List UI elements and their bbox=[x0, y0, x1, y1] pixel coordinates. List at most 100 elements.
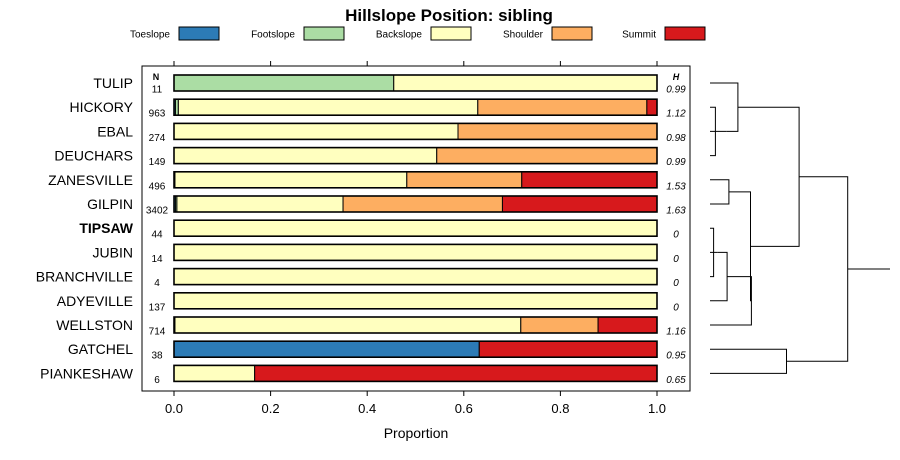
n-value-branchville: 4 bbox=[154, 278, 160, 289]
h-value-gatchel: 0.95 bbox=[666, 351, 686, 362]
h-value-branchville: 0 bbox=[673, 278, 679, 289]
legend-label-toeslope: Toeslope bbox=[130, 30, 170, 41]
bar-outline-piankeshaw bbox=[173, 364, 658, 383]
bar-tulip-footslope bbox=[173, 74, 395, 92]
bar-outline-tipsaw bbox=[173, 219, 658, 237]
bars-group bbox=[173, 74, 658, 383]
legend-swatch-footslope bbox=[303, 26, 345, 41]
row-label-hickory: HICKORY bbox=[69, 99, 133, 115]
n-value-hickory: 963 bbox=[149, 109, 166, 120]
n-value-tipsaw: 44 bbox=[151, 230, 163, 241]
n-value-ebal: 274 bbox=[149, 133, 166, 144]
bar-wellston-backslope bbox=[174, 316, 522, 334]
h-column-header: H bbox=[673, 72, 680, 82]
bar-zanesville-summit bbox=[521, 171, 658, 189]
dendrogram-link-10 bbox=[737, 106, 800, 247]
row-label-tulip: TULIP bbox=[93, 75, 133, 91]
n-value-tulip: 11 bbox=[152, 85, 163, 96]
bar-ebal-shoulder bbox=[457, 122, 658, 140]
legend-swatch-backslope bbox=[430, 26, 472, 41]
x-axis-label: Proportion bbox=[384, 425, 449, 441]
bar-gilpin-summit bbox=[501, 195, 658, 213]
plot-frame bbox=[141, 65, 691, 392]
row-label-jubin: JUBIN bbox=[93, 244, 133, 260]
bar-outline-tulip bbox=[173, 74, 658, 92]
bar-outline-adyeville bbox=[173, 291, 658, 310]
row-label-piankeshaw: PIANKESHAW bbox=[40, 365, 134, 381]
h-value-tulip: 0.99 bbox=[666, 85, 686, 96]
bar-outline-jubin bbox=[173, 243, 658, 262]
h-value-zanesville: 1.53 bbox=[666, 181, 686, 192]
n-value-jubin: 14 bbox=[151, 254, 163, 265]
n-value-adyeville: 137 bbox=[149, 302, 166, 313]
legend-label-summit: Summit bbox=[622, 30, 656, 41]
bar-gilpin-shoulder bbox=[342, 195, 503, 213]
n-value-zanesville: 496 bbox=[149, 181, 166, 192]
bar-gilpin-backslope bbox=[176, 195, 344, 213]
h-value-wellston: 1.16 bbox=[666, 327, 686, 338]
dendrogram bbox=[710, 82, 890, 374]
row-label-tipsaw: TIPSAW bbox=[79, 220, 133, 236]
n-column-header: N bbox=[153, 72, 160, 82]
entropy-column: H 0.99 1.12 0.98 0.99 1.53 1.63 0 0 0 0 1.16 0.95 0.… bbox=[666, 72, 686, 386]
x-tick-label-0-6: 0.6 bbox=[455, 401, 473, 416]
bar-ebal-backslope bbox=[173, 122, 459, 140]
bar-deuchars-shoulder bbox=[436, 147, 658, 165]
legend-swatch-toeslope bbox=[178, 26, 220, 41]
bar-outline-deuchars bbox=[173, 146, 658, 165]
dendrogram-link-7 bbox=[710, 348, 787, 374]
legend: Toeslope Footslope Backslope Shoulder Summit bbox=[130, 26, 706, 41]
n-value-gatchel: 38 bbox=[151, 351, 163, 362]
bar-outline-gilpin bbox=[173, 195, 658, 213]
row-label-branchville: BRANCHVILLE bbox=[36, 269, 133, 285]
bar-deuchars-backslope bbox=[173, 147, 438, 165]
h-value-deuchars: 0.99 bbox=[666, 157, 686, 168]
row-label-gatchel: GATCHEL bbox=[68, 341, 133, 357]
bar-piankeshaw-backslope bbox=[173, 364, 256, 382]
bar-outline-ebal bbox=[173, 122, 658, 141]
bar-outline-hickory bbox=[173, 98, 658, 116]
h-value-tipsaw: 0 bbox=[673, 230, 679, 241]
bar-zanesville-backslope bbox=[174, 171, 408, 189]
bar-adyeville-backslope bbox=[173, 292, 658, 310]
legend-swatch-shoulder bbox=[551, 26, 593, 41]
row-label-zanesville: ZANESVILLE bbox=[48, 172, 133, 188]
bar-hickory-shoulder bbox=[477, 98, 648, 116]
bar-outline-zanesville bbox=[173, 171, 658, 189]
bar-wellston-summit bbox=[597, 316, 658, 334]
chart-title: Hillslope Position: sibling bbox=[345, 6, 553, 25]
x-tick-label-1-0: 1.0 bbox=[648, 401, 666, 416]
n-value-piankeshaw: 6 bbox=[154, 375, 160, 386]
bar-hickory-backslope bbox=[177, 98, 479, 116]
row-labels: TULIP HICKORY EBAL DEUCHARS ZANESVILLE GILPIN… bbox=[36, 75, 134, 381]
legend-label-backslope: Backslope bbox=[376, 30, 423, 41]
row-label-deuchars: DEUCHARS bbox=[54, 148, 133, 164]
bar-gatchel-summit bbox=[478, 340, 658, 358]
x-tick-label-0-2: 0.2 bbox=[262, 401, 280, 416]
dendrogram-link-11 bbox=[786, 176, 849, 362]
n-value-wellston: 714 bbox=[149, 327, 166, 338]
bar-gatchel-toeslope bbox=[173, 340, 480, 358]
dendrogram-link-5 bbox=[710, 179, 730, 205]
x-tick-label-0-0: 0.0 bbox=[165, 401, 183, 416]
bar-piankeshaw-summit bbox=[254, 364, 658, 382]
bar-zanesville-shoulder bbox=[406, 171, 523, 189]
sample-size-column: N 11 963 274 149 496 3402 44 14 4 137 714 38 6 bbox=[146, 72, 169, 386]
h-value-hickory: 1.12 bbox=[666, 109, 686, 120]
row-label-gilpin: GILPIN bbox=[87, 196, 133, 212]
h-value-ebal: 0.98 bbox=[666, 133, 686, 144]
bar-jubin-backslope bbox=[173, 243, 658, 261]
row-label-wellston: WELLSTON bbox=[56, 317, 133, 333]
bar-branchville-backslope bbox=[173, 268, 658, 286]
bar-wellston-shoulder bbox=[520, 316, 599, 334]
bar-tulip-backslope bbox=[393, 74, 658, 92]
h-value-jubin: 0 bbox=[673, 254, 679, 265]
x-tick-label-0-4: 0.4 bbox=[358, 401, 376, 416]
legend-swatch-summit bbox=[664, 26, 706, 41]
bar-tipsaw-backslope bbox=[173, 219, 658, 237]
bar-outline-gatchel bbox=[173, 340, 658, 359]
h-value-piankeshaw: 0.65 bbox=[666, 375, 686, 386]
dendrogram-link-9 bbox=[728, 191, 752, 302]
h-value-adyeville: 0 bbox=[673, 302, 679, 313]
